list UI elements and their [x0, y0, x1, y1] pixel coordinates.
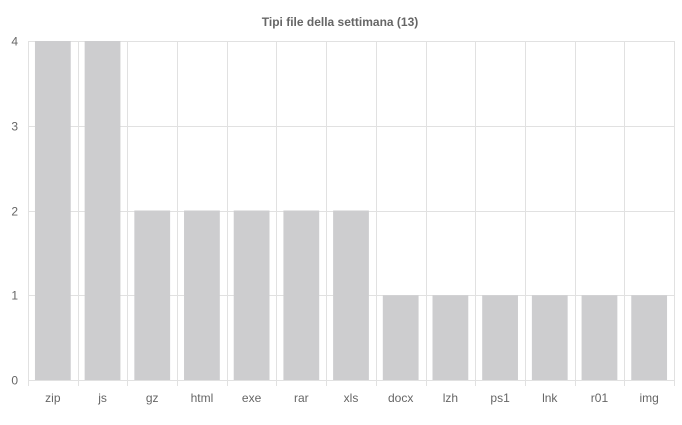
x-tick-label: lnk: [542, 391, 558, 405]
x-tick-label: xls: [344, 391, 359, 405]
bar-gz[interactable]: [134, 210, 171, 381]
grid-layer: [28, 41, 675, 386]
bar-r01[interactable]: [581, 295, 618, 380]
y-tick-label: 4: [11, 35, 18, 49]
bar-lzh[interactable]: [432, 295, 469, 380]
x-tick-label: gz: [146, 391, 159, 405]
x-tick-label: zip: [45, 391, 61, 405]
bar-docx[interactable]: [382, 295, 419, 380]
x-tick-label: exe: [242, 391, 262, 405]
x-tick-label: img: [639, 391, 658, 405]
y-tick-label: 0: [11, 374, 18, 388]
bar-lnk[interactable]: [531, 295, 568, 380]
bar-js[interactable]: [84, 41, 121, 380]
bar-ps1[interactable]: [482, 295, 518, 380]
bar-exe[interactable]: [233, 210, 270, 381]
x-tick-label: docx: [388, 391, 413, 405]
y-tick-label: 1: [11, 289, 18, 303]
bar-html[interactable]: [184, 210, 220, 381]
y-tick-label: 3: [11, 120, 18, 134]
bar-xls[interactable]: [333, 210, 369, 381]
x-tick-label: r01: [591, 391, 609, 405]
x-tick-label: lzh: [443, 391, 458, 405]
x-tick-label: rar: [294, 391, 309, 405]
bar-img[interactable]: [631, 295, 668, 380]
x-tick-label: ps1: [490, 391, 510, 405]
x-tick-label: html: [191, 391, 214, 405]
label-layer: 0 1 2 3 4 zip js gz html exe rar xls docx lzh ps1 lnk r0…: [11, 35, 659, 406]
bar-zip[interactable]: [34, 41, 71, 380]
chart-title: Tipi file della settimana (13): [262, 15, 419, 29]
bar-rar[interactable]: [283, 210, 320, 381]
bar-layer: [34, 41, 668, 381]
x-tick-label: js: [97, 391, 107, 405]
y-tick-label: 2: [11, 205, 18, 219]
